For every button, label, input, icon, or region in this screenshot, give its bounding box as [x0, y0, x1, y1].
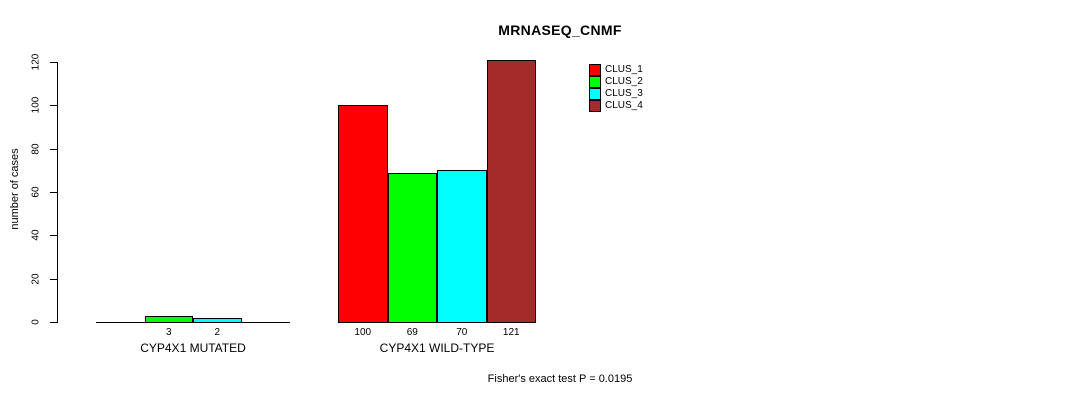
bar-value-label: 70: [456, 327, 468, 338]
legend-swatch-clus_2: [589, 76, 601, 88]
category-label: CYP4X1 WILD-TYPE: [379, 341, 495, 355]
y-axis-tick-label: 100: [30, 96, 42, 114]
bar-value-label: 69: [406, 327, 418, 338]
bar-value-label: 3: [165, 327, 172, 338]
bar-clus_3: [437, 170, 487, 323]
y-axis-tick-label: 0: [30, 319, 42, 325]
bar-clus_2: [144, 315, 193, 323]
legend-label: CLUS_1: [605, 64, 643, 75]
bar-value-label: 121: [502, 327, 520, 338]
y-axis-tick: [50, 322, 57, 323]
y-axis-tick: [50, 148, 57, 150]
bar-clus_1: [338, 105, 388, 323]
bar-value-label: 100: [354, 327, 372, 338]
legend-row: CLUS_1: [589, 64, 643, 76]
category-label: CYP4X1 MUTATED: [140, 341, 246, 355]
y-axis-tick: [50, 278, 57, 280]
bar-clus_3: [193, 317, 242, 323]
legend-swatch-clus_1: [589, 64, 601, 76]
legend-swatch-clus_4: [589, 100, 601, 112]
legend-label: CLUS_4: [605, 100, 643, 111]
p-value-annotation: Fisher's exact test P = 0.0195: [487, 373, 633, 385]
y-axis-tick-label: 60: [30, 186, 42, 198]
y-axis-tick-label: 120: [30, 53, 42, 71]
y-axis-tick: [50, 235, 57, 237]
y-axis-tick-label: 80: [30, 143, 42, 155]
legend: CLUS_1 CLUS_2 CLUS_3 CLUS_4: [589, 64, 643, 112]
legend-row: CLUS_4: [589, 100, 643, 112]
y-axis-tick: [50, 105, 57, 107]
legend-label: CLUS_3: [605, 88, 643, 99]
legend-row: CLUS_3: [589, 88, 643, 100]
y-axis-tick: [50, 62, 57, 63]
bar-clus_2: [387, 172, 437, 323]
bar-clus_4: [486, 59, 536, 323]
legend-label: CLUS_2: [605, 76, 643, 87]
legend-row: CLUS_2: [589, 76, 643, 88]
y-axis-tick: [50, 192, 57, 193]
y-axis-tick-label: 20: [30, 273, 42, 285]
y-axis-tick-label: 40: [30, 229, 42, 241]
legend-swatch-clus_3: [589, 88, 601, 100]
chart-title: MRNASEQ_CNMF: [498, 22, 622, 38]
bar-value-label: 2: [214, 327, 221, 338]
y-axis-line: [57, 62, 58, 323]
